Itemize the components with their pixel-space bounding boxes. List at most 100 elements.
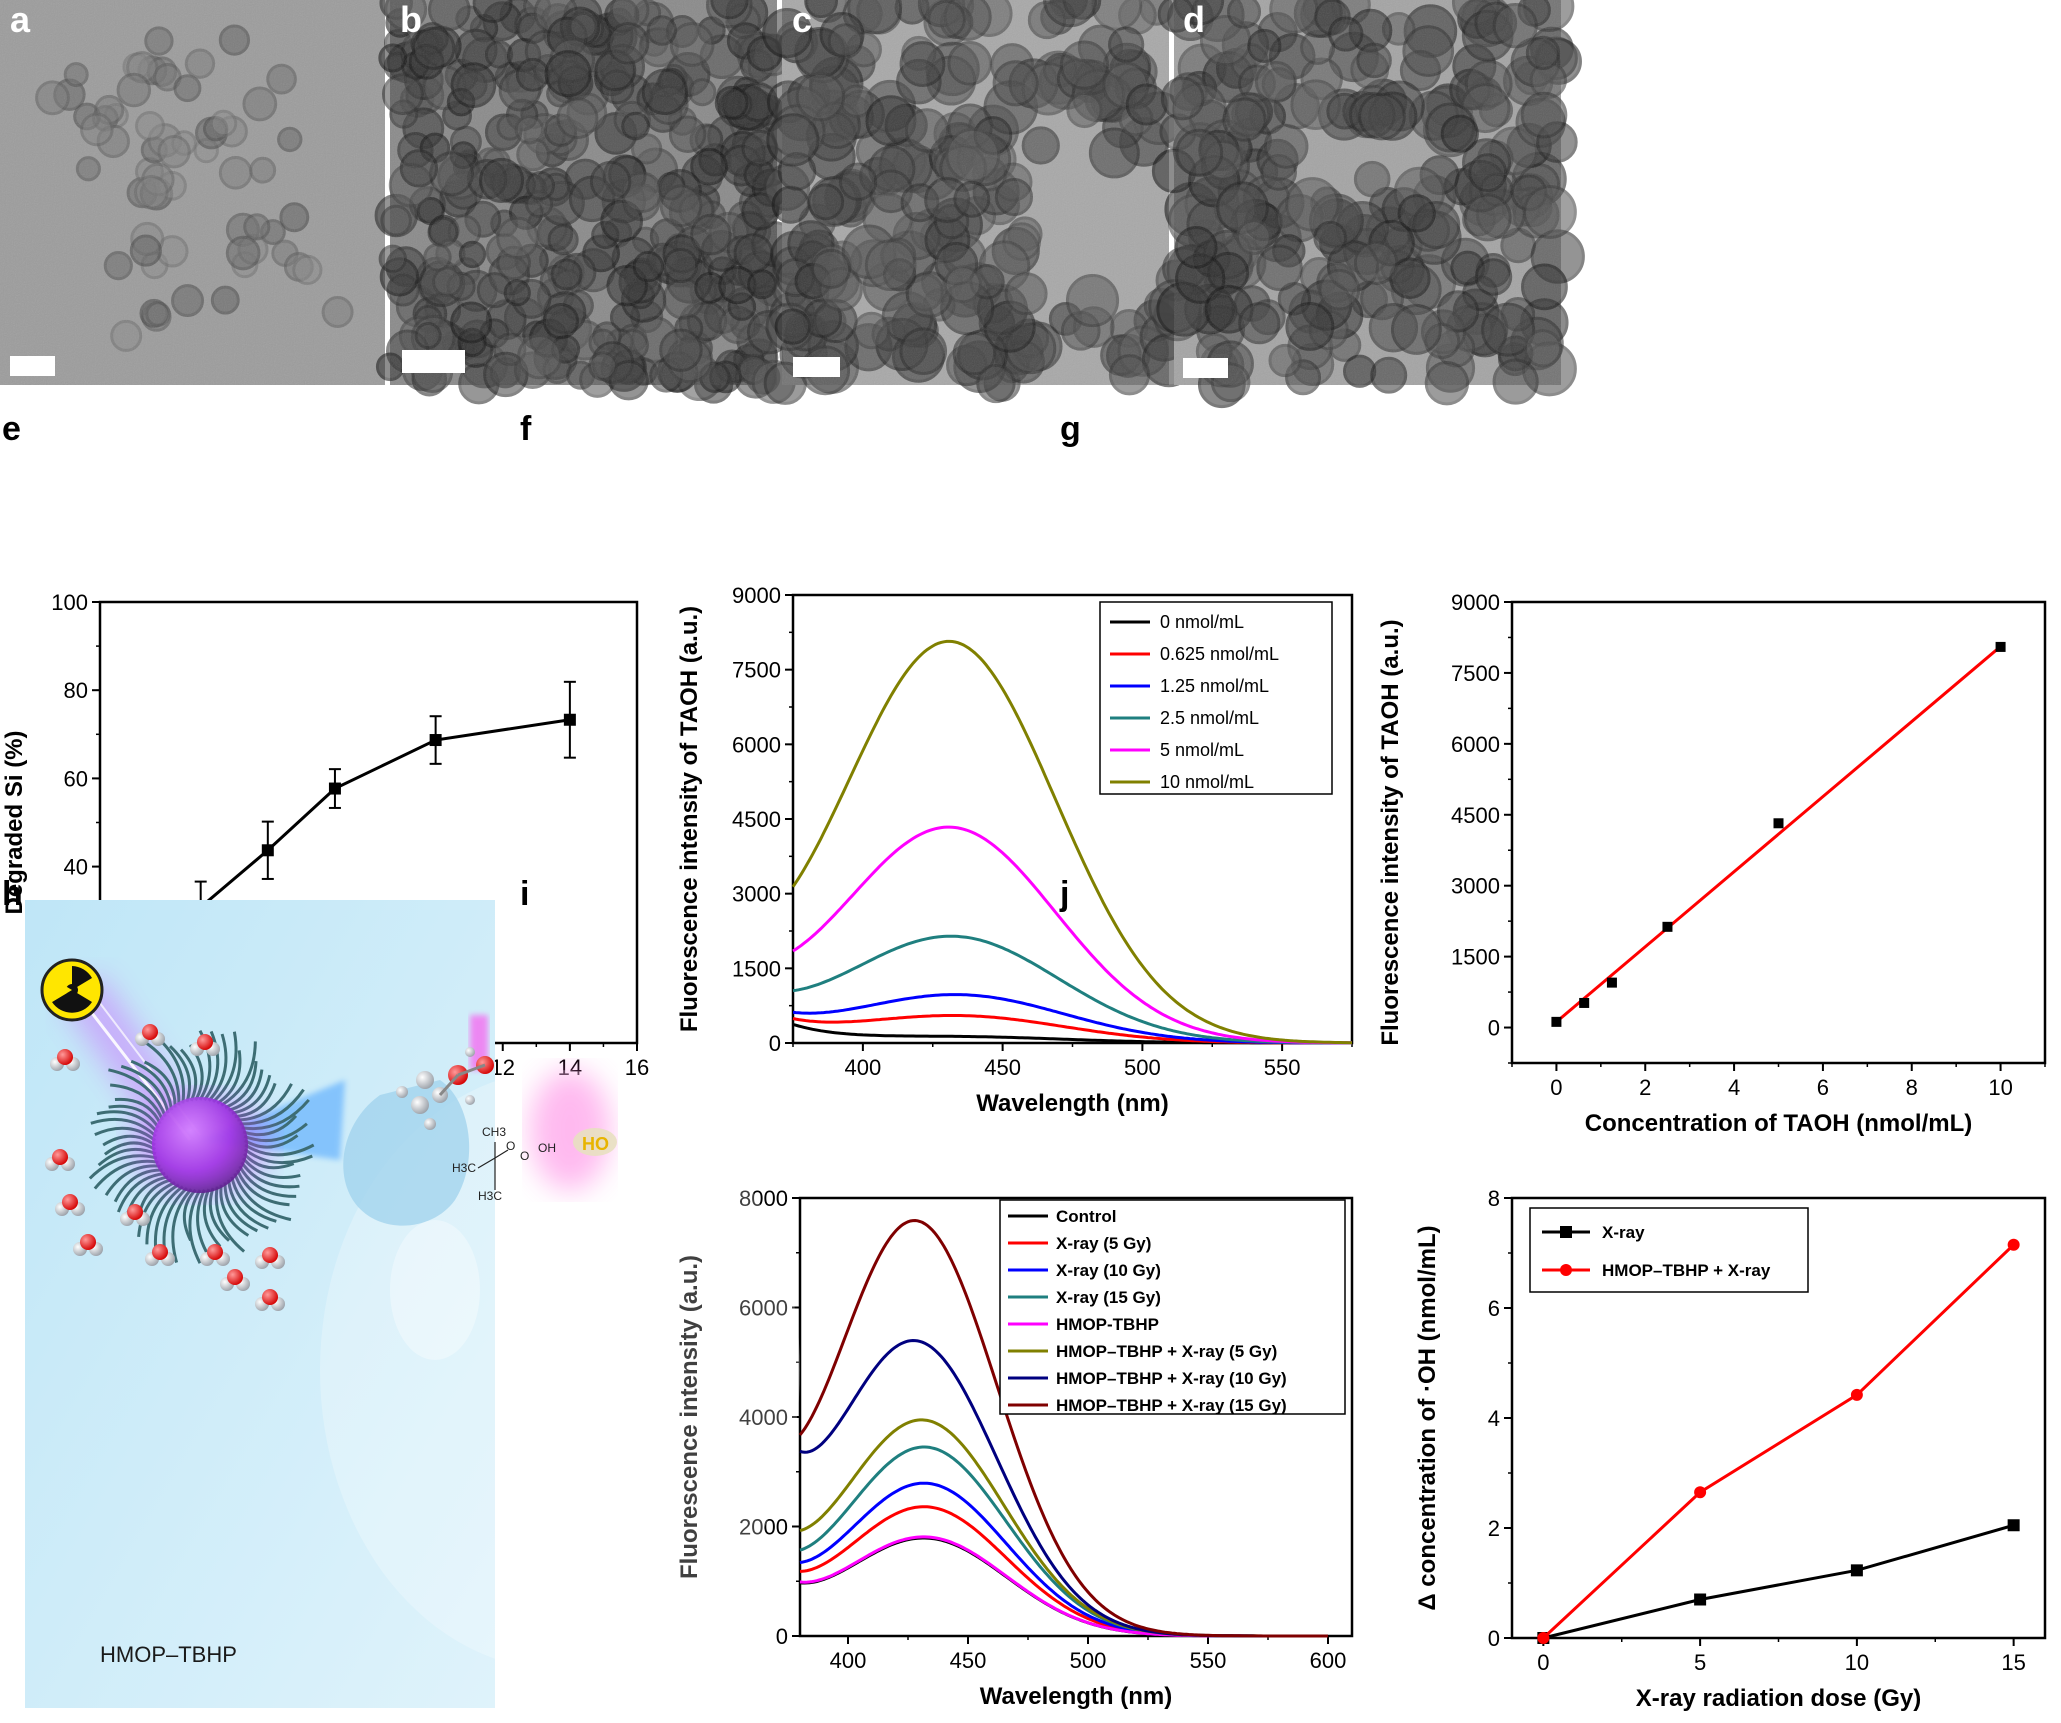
data-point (1995, 641, 2006, 652)
panel-label-e: e (2, 410, 21, 448)
legend-label: X-ray (15 Gy) (1056, 1288, 1161, 1307)
x-axis-label: Wavelength (nm) (980, 1683, 1172, 1710)
data-point (2007, 1238, 2020, 1251)
water-o (262, 1247, 278, 1263)
y-tick-label: 8 (1488, 1186, 1500, 1211)
data-point (1694, 1593, 1707, 1606)
scale-bar (402, 350, 465, 373)
x-tick-label: 600 (1310, 1648, 1347, 1673)
data-point (1537, 1632, 1550, 1644)
y-tick-label: 9000 (1451, 590, 1500, 615)
y-tick-label: 60 (64, 766, 88, 791)
y-tick-label: 0 (1488, 1626, 1500, 1651)
y-tick-label: 4500 (732, 807, 781, 832)
legend-label: HMOP–TBHP + X-ray (15 Gy) (1056, 1396, 1287, 1415)
legend-label: 1.25 nmol/mL (1160, 676, 1269, 696)
x-axis-label: X-ray radiation dose (Gy) (1636, 1685, 1921, 1712)
legend-label: X-ray (5 Gy) (1056, 1234, 1151, 1253)
data-point (2007, 1519, 2020, 1532)
y-tick-label: 7500 (732, 658, 781, 683)
legend-label: 2.5 nmol/mL (1160, 708, 1259, 728)
x-tick-label: 5 (1694, 1650, 1706, 1675)
panel-label-a: a (10, 0, 31, 40)
x-tick-label: 500 (1124, 1055, 1161, 1080)
chart-f: 400 450 500 550 0 1500 3000 4500 6000 7500 9000 Wav… (676, 583, 1354, 1117)
y-tick-label: 4500 (1451, 803, 1500, 828)
series-line (792, 825, 1352, 1045)
y-tick-label: 1500 (732, 956, 781, 981)
data-point (261, 844, 274, 857)
legend-label: 5 nmol/mL (1160, 740, 1244, 760)
y-tick-label: 100 (51, 590, 88, 615)
x-tick-label: 6 (1817, 1075, 1829, 1100)
scale-bar (10, 356, 55, 376)
x-tick-label: 400 (830, 1648, 867, 1673)
panel-label-b: b (400, 0, 422, 40)
y-tick-label: 0 (776, 1624, 788, 1649)
x-tick-label: 500 (1070, 1648, 1107, 1673)
y-tick-label: 2000 (739, 1515, 788, 1540)
panel-label-h: h (2, 875, 23, 913)
legend-label: HMOP-TBHP (1056, 1315, 1159, 1334)
fit-line (1555, 645, 2002, 1024)
polymer-chain (203, 1030, 220, 1102)
water-o (262, 1289, 278, 1305)
data-point (1662, 921, 1673, 932)
y-tick-label: 1500 (1451, 945, 1500, 970)
x-tick-label: 10 (1988, 1075, 2012, 1100)
y-tick-label: 4 (1488, 1406, 1500, 1431)
water-o (197, 1034, 213, 1050)
x-tick-label: 450 (950, 1648, 987, 1673)
y-axis-label: Fluorescence intensity (a.u.) (676, 1255, 703, 1579)
panel-label-j: j (1059, 875, 1069, 913)
data-point (1694, 1486, 1707, 1499)
water-o (80, 1234, 96, 1250)
x-tick-label: 16 (625, 1055, 649, 1080)
x-tick-label: 550 (1264, 1055, 1301, 1080)
y-tick-label: 3000 (732, 882, 781, 907)
water-o (207, 1244, 223, 1260)
y-tick-label: 80 (64, 678, 88, 703)
series-line (799, 1418, 1328, 1638)
panel-label-g: g (1060, 410, 1081, 448)
chem-ch3: CH3 (482, 1125, 506, 1139)
water-o (142, 1024, 158, 1040)
y-tick-label: 6 (1488, 1296, 1500, 1321)
y-tick-label: 0 (769, 1031, 781, 1056)
y-axis-label: Fluorescence intensity of TAOH (a.u.) (676, 606, 703, 1032)
x-tick-label: 550 (1190, 1648, 1227, 1673)
tem-panel-c: c (762, 0, 1197, 405)
chem-o2: O (520, 1149, 529, 1163)
y-tick-label: 6000 (732, 732, 781, 757)
illustration-caption: HMOP–TBHP (100, 1642, 237, 1667)
legend-label: X-ray (10 Gy) (1056, 1261, 1161, 1280)
x-tick-label: 4 (1728, 1075, 1740, 1100)
y-axis-label: Fluorescence intensity of TAOH (a.u.) (1377, 619, 1404, 1045)
series-line (1542, 1523, 2015, 1640)
water-molecules (45, 1024, 285, 1311)
legend-box (1099, 601, 1333, 795)
y-tick-label: 6000 (739, 1296, 788, 1321)
series-line (799, 1505, 1328, 1638)
y-tick-label: 2 (1488, 1516, 1500, 1541)
tem-panel-b: b (374, 0, 798, 405)
y-axis-label: Δ concentration of ·OH (nmol/mL) (1414, 1225, 1441, 1610)
x-axis-label: Concentration of TAOH (nmol/mL) (1585, 1110, 1973, 1137)
water-o (127, 1204, 143, 1220)
y-tick-label: 4000 (739, 1405, 788, 1430)
data-point (563, 713, 576, 726)
chem-h3c-b: H3C (478, 1189, 502, 1203)
water-o (52, 1149, 68, 1165)
legend-marker (1560, 1226, 1572, 1238)
legend-label: 10 nmol/mL (1160, 772, 1254, 792)
x-tick-label: 10 (1845, 1650, 1869, 1675)
polymer-chain (171, 1188, 193, 1263)
polymer-chain (188, 1189, 202, 1264)
hydroxyl-radical-label: HO (582, 1134, 609, 1154)
illustration-h: HO CH3 O O OH H3C H3C HMOP–TBHP (25, 900, 800, 1708)
chart-j: 0 5 10 15 0 2 4 6 8 X-ray radiation dose (Gy) Δ co… (1414, 1186, 2047, 1712)
data-point (1773, 818, 1784, 829)
panel-label-i: i (520, 875, 529, 913)
y-tick-label: 7500 (1451, 661, 1500, 686)
legend-box (999, 1199, 1346, 1415)
